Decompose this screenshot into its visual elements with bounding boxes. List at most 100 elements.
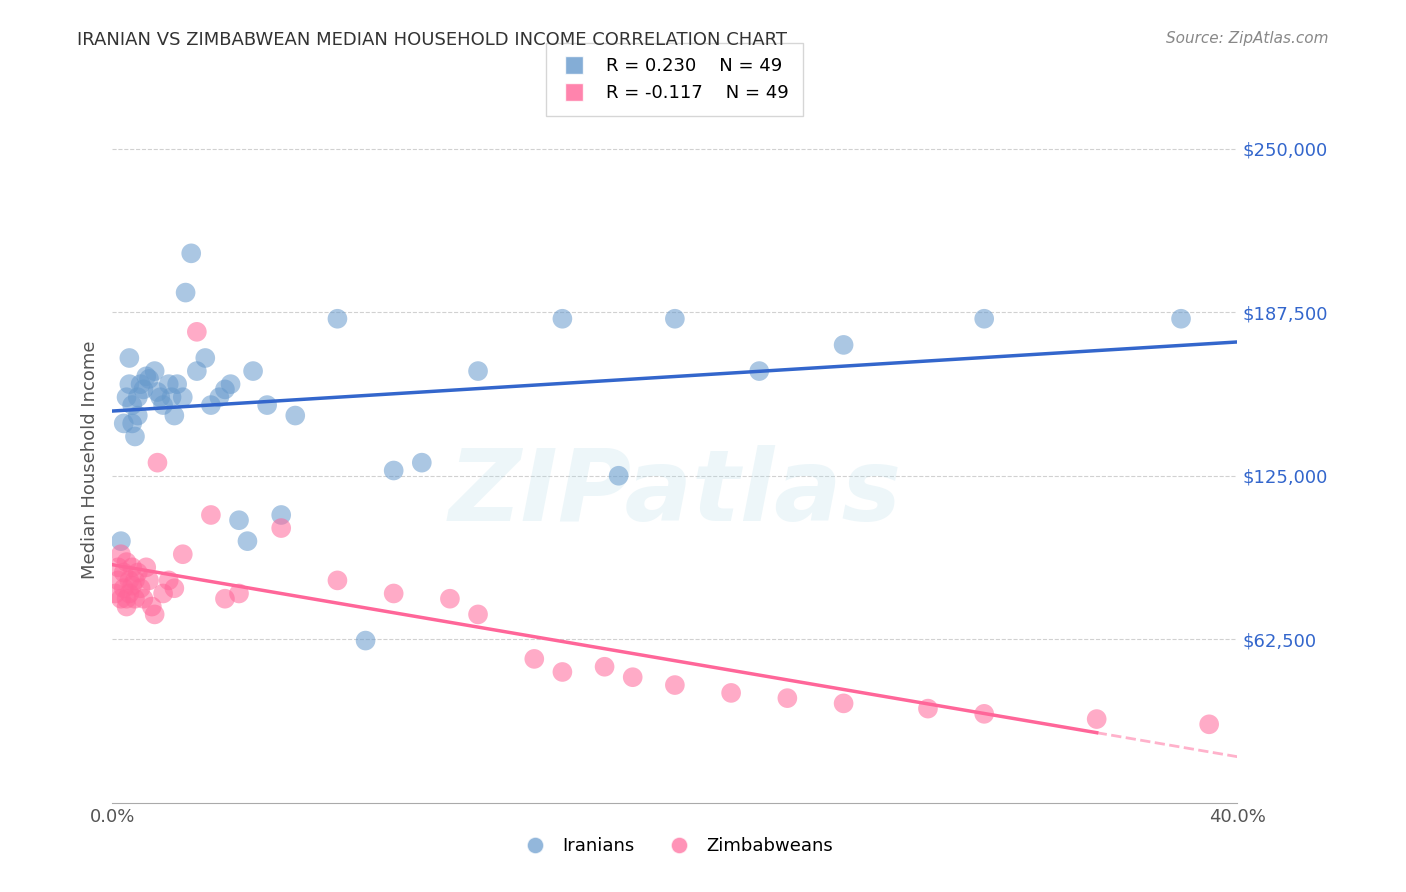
- Point: [1170, 311, 1192, 326]
- Point: [228, 513, 250, 527]
- Point: [214, 383, 236, 397]
- Point: [284, 409, 307, 423]
- Point: [163, 409, 186, 423]
- Point: [152, 398, 174, 412]
- Point: [132, 591, 155, 606]
- Point: [208, 390, 231, 404]
- Point: [270, 521, 292, 535]
- Point: [200, 398, 222, 412]
- Point: [214, 591, 236, 606]
- Point: [1085, 712, 1108, 726]
- Point: [973, 311, 995, 326]
- Point: [439, 591, 461, 606]
- Point: [141, 599, 163, 614]
- Point: [160, 390, 183, 404]
- Point: [186, 325, 208, 339]
- Point: [219, 377, 242, 392]
- Point: [720, 686, 742, 700]
- Point: [115, 591, 138, 606]
- Point: [166, 377, 188, 392]
- Point: [1198, 717, 1220, 731]
- Point: [664, 311, 686, 326]
- Point: [174, 285, 197, 300]
- Point: [146, 384, 169, 399]
- Point: [107, 560, 129, 574]
- Point: [467, 364, 489, 378]
- Point: [326, 574, 349, 588]
- Point: [973, 706, 995, 721]
- Point: [127, 390, 149, 404]
- Point: [152, 586, 174, 600]
- Point: [186, 364, 208, 378]
- Point: [172, 547, 194, 561]
- Point: [138, 574, 160, 588]
- Point: [621, 670, 644, 684]
- Point: [146, 456, 169, 470]
- Point: [593, 659, 616, 673]
- Point: [118, 351, 141, 365]
- Point: [112, 566, 135, 580]
- Point: [107, 574, 129, 588]
- Point: [124, 429, 146, 443]
- Point: [127, 566, 149, 580]
- Point: [138, 372, 160, 386]
- Point: [551, 311, 574, 326]
- Point: [115, 555, 138, 569]
- Point: [127, 409, 149, 423]
- Point: [467, 607, 489, 622]
- Point: [110, 534, 132, 549]
- Point: [118, 586, 141, 600]
- Point: [118, 377, 141, 392]
- Point: [104, 586, 127, 600]
- Point: [748, 364, 770, 378]
- Point: [143, 607, 166, 622]
- Point: [157, 377, 180, 392]
- Point: [110, 591, 132, 606]
- Point: [121, 579, 143, 593]
- Point: [121, 417, 143, 431]
- Point: [180, 246, 202, 260]
- Point: [411, 456, 433, 470]
- Point: [121, 398, 143, 412]
- Point: [132, 383, 155, 397]
- Point: [382, 586, 405, 600]
- Point: [236, 534, 259, 549]
- Point: [110, 547, 132, 561]
- Point: [121, 560, 143, 574]
- Point: [172, 390, 194, 404]
- Y-axis label: Median Household Income: Median Household Income: [80, 340, 98, 579]
- Point: [163, 581, 186, 595]
- Point: [242, 364, 264, 378]
- Point: [917, 701, 939, 715]
- Point: [256, 398, 278, 412]
- Point: [326, 311, 349, 326]
- Point: [194, 351, 217, 365]
- Point: [143, 364, 166, 378]
- Point: [135, 369, 157, 384]
- Point: [200, 508, 222, 522]
- Point: [124, 574, 146, 588]
- Legend: Iranians, Zimbabweans: Iranians, Zimbabweans: [509, 830, 841, 863]
- Point: [523, 652, 546, 666]
- Point: [112, 581, 135, 595]
- Point: [112, 417, 135, 431]
- Point: [228, 586, 250, 600]
- Point: [607, 468, 630, 483]
- Point: [776, 691, 799, 706]
- Point: [354, 633, 377, 648]
- Point: [135, 560, 157, 574]
- Point: [382, 463, 405, 477]
- Point: [149, 390, 172, 404]
- Text: Source: ZipAtlas.com: Source: ZipAtlas.com: [1166, 31, 1329, 46]
- Point: [129, 377, 152, 392]
- Point: [124, 591, 146, 606]
- Point: [551, 665, 574, 679]
- Point: [664, 678, 686, 692]
- Text: IRANIAN VS ZIMBABWEAN MEDIAN HOUSEHOLD INCOME CORRELATION CHART: IRANIAN VS ZIMBABWEAN MEDIAN HOUSEHOLD I…: [77, 31, 787, 49]
- Point: [832, 697, 855, 711]
- Point: [115, 599, 138, 614]
- Point: [118, 574, 141, 588]
- Point: [157, 574, 180, 588]
- Text: ZIPatlas: ZIPatlas: [449, 445, 901, 542]
- Point: [270, 508, 292, 522]
